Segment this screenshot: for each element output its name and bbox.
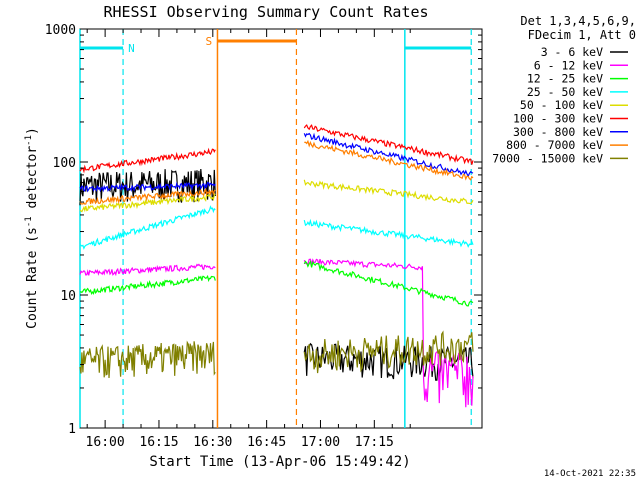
legend-label-0: 3 - 6 keV <box>541 45 603 59</box>
series-line-8-a <box>79 340 216 379</box>
x-tick-label-2: 16:30 <box>193 435 232 450</box>
series-line-5-a <box>79 147 216 174</box>
y-tick-label-1: 10 <box>60 289 76 304</box>
flag-night-label: N <box>128 42 135 55</box>
chart-title: RHESSI Observing Summary Count Rates <box>103 3 428 21</box>
y-tick-label-0: 1 <box>68 422 76 437</box>
series-line-5-b <box>303 124 474 165</box>
x-tick-label-3: 16:45 <box>247 435 286 450</box>
x-tick-label-4: 17:00 <box>301 435 340 450</box>
series-line-1-b <box>303 258 474 408</box>
x-axis-label: Start Time (13-Apr-06 15:49:42) <box>149 454 410 470</box>
series-line-1-a <box>79 263 216 277</box>
legend-label-8: 7000 - 15000 keV <box>492 151 603 165</box>
series-line-3-b <box>303 218 474 248</box>
series-layer <box>79 124 474 408</box>
legend-label-2: 12 - 25 keV <box>527 72 603 86</box>
series-line-8-b <box>303 330 474 374</box>
series-line-4-a <box>79 193 216 213</box>
legend-label-7: 800 - 7000 keV <box>506 138 603 152</box>
series-line-4-b <box>303 179 474 205</box>
render-timestamp: 14-Oct-2021 22:35 <box>544 469 636 479</box>
series-line-7-a <box>79 187 216 205</box>
legend-label-6: 300 - 800 keV <box>513 125 603 139</box>
legend-header-line-2: FDecim 1, Att 0 <box>528 28 636 42</box>
x-axis: 16:00 16:15 16:30 16:45 17:00 17:15 <box>86 29 411 450</box>
series-line-7-b <box>304 139 474 181</box>
legend-label-1: 6 - 12 keV <box>534 58 603 72</box>
legend-label-4: 50 - 100 keV <box>520 98 603 112</box>
series-line-6-b <box>303 132 474 178</box>
y-axis: 1 10 100 1000 <box>45 23 482 437</box>
legend-label-5: 100 - 300 keV <box>513 112 603 126</box>
x-tick-label-1: 16:15 <box>139 435 178 450</box>
series-line-2-b <box>303 260 474 307</box>
x-tick-label-5: 17:15 <box>355 435 394 450</box>
y-axis-label: Count Rate (s-1 detector-1) <box>24 127 40 329</box>
series-line-6-a <box>79 181 216 193</box>
series-line-2-a <box>79 274 216 296</box>
series-line-3-a <box>79 205 216 250</box>
x-tick-label-0: 16:00 <box>86 435 125 450</box>
y-tick-label-2: 100 <box>53 156 76 171</box>
legend-header-line-1: Det 1,3,4,5,6,9, <box>520 14 636 28</box>
y-tick-label-3: 1000 <box>45 23 76 38</box>
legend-label-3: 25 - 50 keV <box>527 85 603 99</box>
flag-saa-label: S <box>205 35 212 48</box>
